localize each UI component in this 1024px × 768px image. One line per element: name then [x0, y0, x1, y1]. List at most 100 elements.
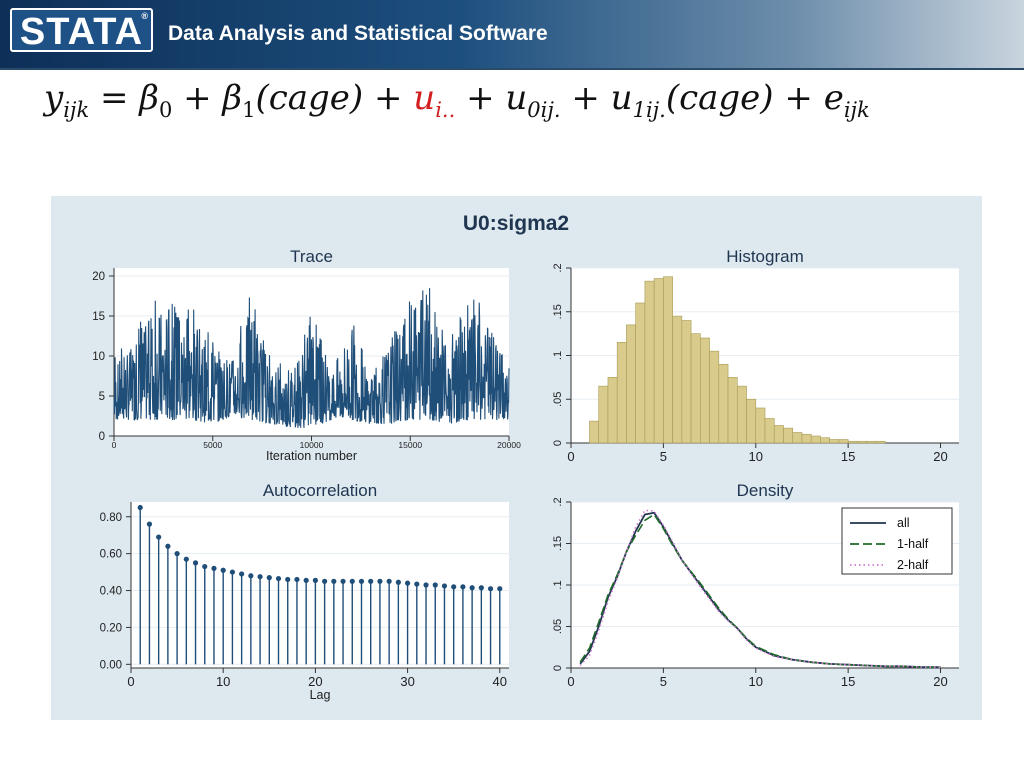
- histogram-bar: [607, 377, 618, 444]
- density-line-1-half: [579, 513, 941, 669]
- acf-point: [192, 560, 199, 566]
- eq-plus: +: [455, 78, 506, 118]
- acf-point: [165, 543, 171, 549]
- eq-beta1-sub: 1: [242, 97, 256, 122]
- eq-plus: +: [773, 78, 824, 118]
- histogram-bar: [773, 425, 784, 444]
- acf-point: [303, 577, 309, 583]
- y-tick-label: 5: [99, 391, 105, 403]
- logo-text: STATA: [19, 11, 144, 53]
- histogram-bar: [764, 418, 775, 444]
- histogram-bar: [589, 420, 600, 444]
- legend-label: 1-half: [897, 537, 929, 551]
- histogram-bar: [810, 435, 821, 444]
- y-tick-label: 0.80: [100, 512, 122, 524]
- histogram-bar: [663, 276, 673, 444]
- header-tagline: Data Analysis and Statistical Software: [168, 22, 548, 45]
- acf-point: [340, 578, 346, 584]
- x-tick-label: 30: [400, 674, 414, 689]
- eq-u-highlight-sub: i..: [435, 97, 456, 122]
- histogram-bar: [736, 385, 747, 444]
- y-tick-label: .05: [552, 619, 564, 634]
- eq-beta0: β: [139, 78, 159, 118]
- histogram-bar: [783, 427, 794, 444]
- x-tick-label: 5: [660, 449, 667, 464]
- acf-point: [322, 578, 328, 584]
- trace-plot: Trace 0 5 10 15 20 0 5000 10000 15000 20000 Iterati…: [92, 247, 521, 463]
- x-tick-label: 0: [112, 440, 117, 450]
- histogram-bar: [820, 437, 830, 444]
- acf-point: [146, 521, 153, 527]
- eq-y-sub: ijk: [63, 97, 90, 122]
- eq-u-highlight: u: [413, 78, 436, 118]
- plot-title: Histogram: [726, 247, 803, 266]
- x-tick-label: 20000: [497, 440, 521, 450]
- acf-point: [220, 567, 226, 573]
- acf-point: [377, 578, 383, 584]
- acf-point: [202, 563, 208, 570]
- acf-point: [358, 578, 365, 584]
- eq-u1: u: [610, 78, 633, 118]
- acf-point: [229, 569, 236, 575]
- y-tick-label: .2: [552, 497, 564, 506]
- density-legend: all 1-half 2-half: [841, 507, 953, 575]
- x-tick-label: 15: [841, 449, 855, 464]
- acf-point: [156, 534, 162, 540]
- eq-u0: u: [505, 78, 528, 118]
- acf-point: [211, 565, 217, 571]
- histogram-bar: [626, 324, 636, 444]
- histogram-bar: [875, 440, 886, 444]
- header-banner: STATA ® Data Analysis and Statistical So…: [0, 0, 1024, 70]
- model-equation: yijk = β0 + β1(cage) + ui.. + u0ij. + u1…: [44, 78, 870, 122]
- acf-point: [469, 585, 475, 591]
- acf-point: [386, 578, 392, 584]
- y-tick-label: 0.60: [100, 549, 122, 561]
- acf-point: [395, 579, 401, 585]
- x-tick-label: 10000: [300, 440, 324, 450]
- x-tick-label: 20: [933, 449, 947, 464]
- histogram-bar: [829, 439, 840, 444]
- plot-title: Density: [737, 481, 794, 500]
- x-tick-label: 0: [567, 449, 574, 464]
- histogram-bar: [755, 407, 766, 444]
- y-tick-label: .2: [552, 263, 564, 272]
- histogram-bar: [653, 278, 664, 444]
- y-tick-label: 0: [552, 440, 564, 446]
- acf-point: [137, 504, 143, 511]
- y-tick-label: 10: [92, 351, 105, 363]
- histogram-plot: Histogram 0 .05 .1 .15 .2 0 5 10 15 20: [552, 247, 959, 464]
- y-tick-label: .15: [552, 304, 564, 319]
- eq-y: y: [44, 78, 64, 118]
- eq-e: e: [823, 78, 844, 118]
- histogram-bar: [857, 440, 867, 444]
- x-tick-label: 15: [841, 674, 855, 689]
- autocorrelation-plot: Autocorrelation 0.00 0.20 0.40 0.60 0.80 0 10 20…: [100, 481, 509, 702]
- x-axis-label: Iteration number: [266, 449, 357, 463]
- histogram-bar: [746, 398, 757, 444]
- y-tick-label: 0: [99, 431, 105, 443]
- eq-equals: =: [89, 78, 140, 118]
- plot-title: Trace: [290, 247, 333, 266]
- acf-point: [432, 582, 438, 588]
- acf-point: [349, 578, 355, 584]
- histogram-bar: [616, 342, 627, 444]
- legend-box: [841, 507, 953, 575]
- acf-point: [478, 585, 484, 591]
- x-tick-label: 10: [749, 674, 763, 689]
- acf-point: [497, 586, 503, 592]
- eq-beta0-sub: 0: [158, 97, 173, 122]
- histogram-bar: [644, 280, 655, 444]
- y-tick-label: .05: [552, 392, 564, 407]
- eq-cage: (cage): [255, 78, 364, 118]
- acf-point: [451, 584, 457, 590]
- x-tick-label: 10: [749, 449, 763, 464]
- acf-point: [414, 581, 420, 587]
- density-plot: Density 0 .05 .1 .15 .2 0 5 10 15 20 all 1-half 2-hal…: [552, 481, 959, 689]
- histogram-bar: [866, 440, 877, 444]
- y-tick-label: 0: [552, 665, 564, 671]
- x-tick-label: 5000: [203, 440, 222, 450]
- acf-point: [239, 571, 245, 577]
- acf-point: [266, 575, 272, 581]
- acf-point: [285, 576, 291, 583]
- histogram-bar: [690, 333, 701, 444]
